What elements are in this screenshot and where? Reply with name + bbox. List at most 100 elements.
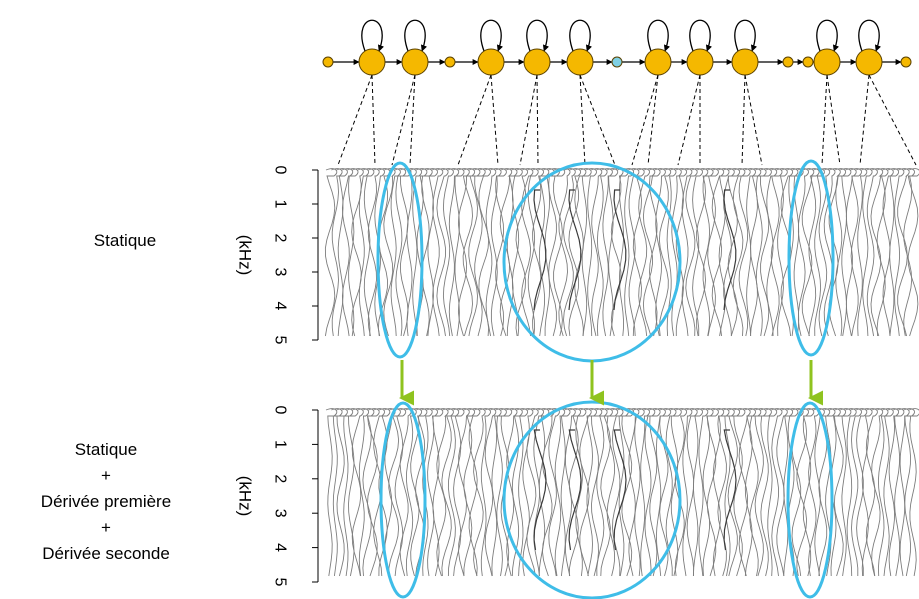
axis-tick-label: 3	[272, 509, 289, 518]
spectrum-trace	[627, 168, 640, 337]
spectrum-trace	[373, 168, 385, 337]
spectrum-trace	[606, 168, 619, 337]
axis-unit-label: (kHz)	[236, 235, 255, 276]
spectrum-trace	[331, 168, 343, 337]
highlight-ellipse	[376, 161, 424, 359]
spectrum-trace	[462, 168, 475, 337]
hmm-state-node	[566, 48, 594, 76]
spectrum-trace	[865, 408, 878, 577]
spectrum-trace	[892, 168, 905, 337]
frequency-axis-combined: 0 1 2 3 4 5 (kHz)	[236, 406, 319, 587]
spectrum-trace	[383, 168, 396, 337]
spectrum-trace	[686, 408, 698, 577]
spectrum-trace	[590, 168, 603, 337]
spectrum-trace	[500, 408, 513, 577]
spectrum-trace	[410, 168, 422, 337]
label-combined-line-4: +	[101, 518, 111, 537]
spectrum-trace	[506, 168, 518, 337]
spectrum-trace	[442, 168, 454, 337]
spectrum-trace	[638, 408, 650, 577]
spectrum-trace	[691, 408, 703, 577]
spectrum-trace	[702, 168, 714, 337]
spectrum-trace	[870, 168, 884, 337]
spectrum-trace	[833, 408, 846, 577]
formant-track	[723, 429, 737, 551]
axis-unit-label: (kHz)	[236, 476, 255, 517]
alignment-dashed-line	[821, 74, 828, 166]
spectrum-trace	[568, 168, 581, 337]
spectrum-trace	[357, 408, 369, 577]
spectrum-trace	[515, 168, 528, 337]
spectrum-trace	[780, 168, 793, 337]
self-loop-arrow	[404, 19, 428, 52]
spectrum-trace	[421, 168, 433, 337]
self-loop-arrow	[526, 19, 550, 52]
alignment-dashed-line	[741, 74, 746, 166]
alignment-dashed-line	[519, 74, 538, 166]
alignment-dashed-line	[490, 74, 499, 166]
spectrum-trace	[680, 408, 693, 577]
spectrum-trace	[861, 168, 873, 337]
spectrum-trace	[829, 408, 841, 577]
alignment-dashed-line	[631, 74, 659, 166]
spectrum-trace	[892, 408, 905, 577]
spectrum-trace	[696, 168, 709, 337]
alignment-dashed-line	[457, 74, 492, 166]
spectrum-trace	[818, 408, 831, 577]
spectrum-trace	[389, 168, 401, 337]
alignment-dashed-line	[859, 74, 870, 166]
spectrum-trace	[732, 168, 746, 337]
formant-track	[613, 429, 627, 551]
self-loop-arrow	[480, 19, 504, 52]
frequency-axis-static: 0 1 2 3 4 5 (kHz)	[236, 166, 319, 345]
spectrum-trace	[765, 408, 778, 577]
alignment-dashed-line	[337, 74, 373, 166]
spectrum-trace	[760, 408, 772, 577]
spectrum-trace	[405, 408, 417, 577]
spectrum-trace	[834, 168, 846, 337]
spectrum-trace	[850, 168, 862, 337]
spectrum-trace	[474, 168, 486, 337]
spectrum-trace	[723, 168, 735, 337]
spectrum-trace	[680, 168, 693, 337]
spectrum-trace	[776, 408, 788, 577]
self-loop-arrow	[858, 19, 882, 52]
spectrum-trace	[727, 408, 740, 577]
spectrum-trace	[749, 168, 762, 337]
spectrum-trace	[871, 408, 884, 577]
spectrum-trace	[706, 408, 719, 577]
spectrum-trace	[654, 408, 666, 577]
spectrum-trace	[367, 168, 380, 337]
spectrum-trace	[861, 408, 873, 577]
spectrum-trace	[490, 408, 502, 577]
spectrum-trace	[643, 408, 656, 577]
spectrum-trace	[649, 408, 661, 577]
spectrum-trace	[479, 408, 491, 577]
spectrum-trace	[553, 168, 566, 337]
spectrum-trace	[431, 168, 444, 337]
axis-tick-label: 5	[272, 336, 289, 345]
spectrum-trace	[484, 168, 497, 337]
spectrum-trace	[347, 168, 359, 337]
spectrum-trace	[543, 168, 555, 336]
spectrum-trace	[727, 168, 740, 337]
spectrum-trace	[882, 408, 894, 577]
self-loop-arrow	[647, 19, 671, 52]
spectrum-trace	[516, 408, 528, 577]
green-arrows	[399, 360, 823, 406]
spectrum-trace	[839, 408, 852, 577]
label-combined: Statique + Dérivée première + Dérivée se…	[0, 437, 212, 567]
spectrum-trace	[362, 408, 375, 577]
spectrum-trace	[431, 408, 444, 577]
axis-tick-label: 4	[272, 543, 289, 552]
highlight-ellipse	[379, 401, 427, 599]
spectrum-trace	[336, 408, 348, 577]
hmm-state-node	[813, 48, 841, 76]
spectrum-trace	[850, 408, 862, 576]
spectrum-trace	[324, 168, 338, 337]
spectrum-trace	[882, 168, 894, 337]
spectrum-trace	[707, 168, 719, 337]
spectrum-trace	[606, 408, 619, 577]
spectrum-trace	[564, 408, 576, 577]
spectrum-trace	[845, 408, 857, 577]
